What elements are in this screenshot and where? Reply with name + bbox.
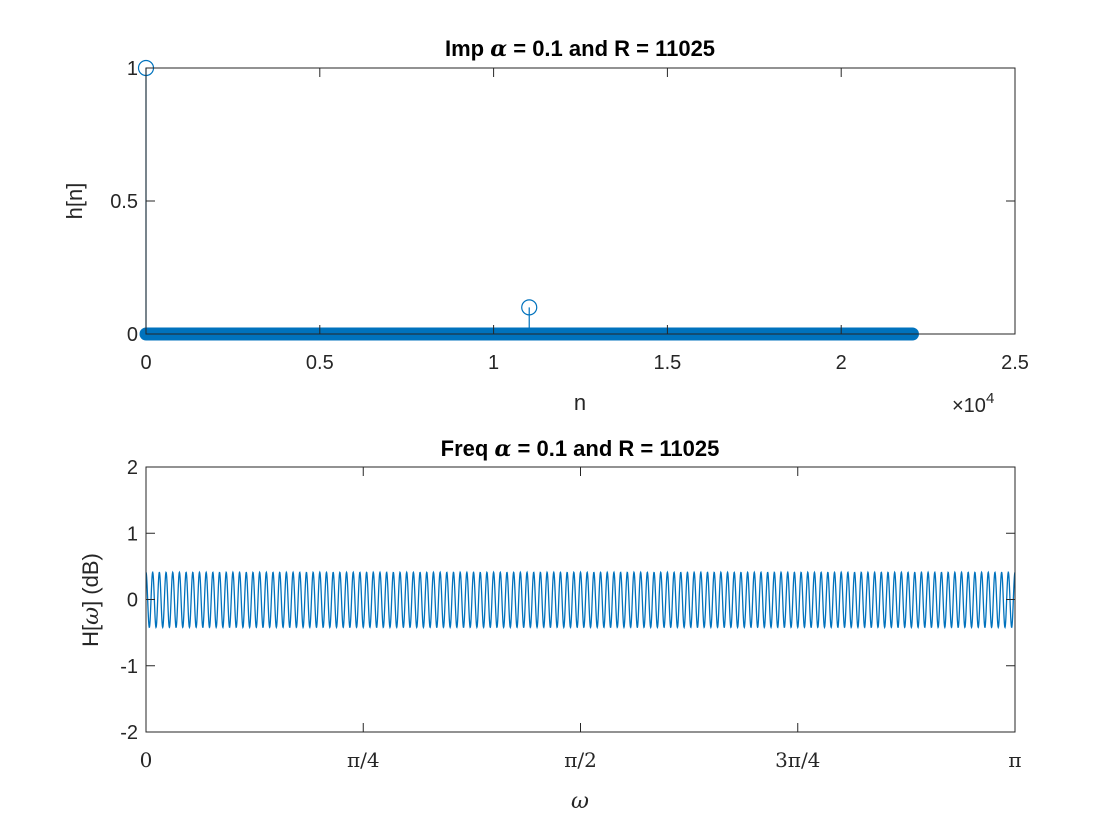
impulse-x-exponent: ×104 <box>952 390 994 417</box>
frequency-ytick-label: 1 <box>127 523 138 545</box>
frequency-xlabel: ω <box>571 789 589 814</box>
frequency-xtick-label: π/2 <box>564 748 597 772</box>
impulse-ytick-label: 0.5 <box>110 191 138 213</box>
impulse-ticks: 0 0.5 1 1.5 2 2.5 0 0.5 1 <box>110 58 1029 374</box>
frequency-xtick-label: 0 <box>140 748 153 772</box>
frequency-axes-box <box>145 466 1016 733</box>
stem-marker <box>521 299 538 316</box>
frequency-title: Freq α = 0.1 and R = 11025 <box>441 436 720 462</box>
frequency-response-axes: Freq α = 0.1 and R = 11025 0 π/4 π/2 3π/4 π -… <box>78 436 1022 814</box>
frequency-ytick-label: -1 <box>120 656 138 678</box>
frequency-response-line <box>145 570 1016 630</box>
frequency-ylabel: H[ω] (dB) <box>78 553 104 647</box>
impulse-xtick-label: 2.5 <box>1001 352 1029 374</box>
impulse-axes-box <box>145 67 1016 335</box>
frequency-xtick-label: π <box>1008 748 1021 772</box>
impulse-xtick-label: 2 <box>836 352 847 374</box>
impulse-ylabel: h[n] <box>62 183 87 220</box>
frequency-ytick-label: 0 <box>127 590 138 612</box>
frequency-xtick-label: 3π/4 <box>775 748 820 772</box>
frequency-marks <box>145 570 1016 630</box>
frequency-ytick-label: 2 <box>127 457 138 479</box>
impulse-response-axes: Imp α = 0.1 and R = 11025 0 0.5 1 1.5 2 2.500… <box>62 36 1029 417</box>
frequency-ytick-label: -2 <box>120 722 138 744</box>
impulse-xtick-label: 1.5 <box>653 352 681 374</box>
impulse-xtick-label: 0.5 <box>306 352 334 374</box>
impulse-xlabel: n <box>574 390 586 415</box>
frequency-xtick-label: π/4 <box>347 748 380 772</box>
impulse-ytick-label: 0 <box>127 324 138 346</box>
impulse-xtick-label: 0 <box>140 352 151 374</box>
impulse-xtick-label: 1 <box>488 352 499 374</box>
impulse-ytick-label: 1 <box>127 58 138 80</box>
impulse-title: Imp α = 0.1 and R = 11025 <box>445 36 715 62</box>
frequency-ticks: 0 π/4 π/2 3π/4 π -2 -1 0 1 2 <box>120 457 1021 772</box>
impulse-marks <box>137 59 919 341</box>
